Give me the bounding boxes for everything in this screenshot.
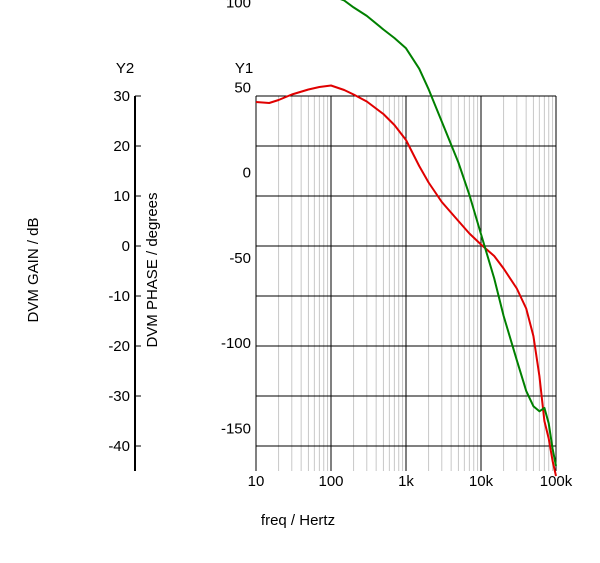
y2-tick-label: 0 <box>122 238 130 255</box>
x-tick-label: 10k <box>469 473 494 490</box>
x-tick-label: 100k <box>540 473 573 490</box>
y1-tick-labels: 100 50 0 -50 -100 -150 <box>221 0 251 437</box>
series-line <box>340 0 557 467</box>
x-tick-label: 100 <box>318 473 343 490</box>
y2-axis-title: Y2 <box>116 60 134 77</box>
y2-tick-label: -20 <box>108 338 130 355</box>
y2-tick-label: -30 <box>108 388 130 405</box>
y1-tick-label: -150 <box>221 420 251 437</box>
curves <box>255 0 557 477</box>
y2-tick-label: 10 <box>113 188 130 205</box>
y2-tick-label: -40 <box>108 438 130 455</box>
y2-tick-label: -10 <box>108 288 130 305</box>
grid-major <box>255 95 557 471</box>
y1-axis-label: DVM PHASE / degrees <box>144 192 161 347</box>
x-tick-label: 1k <box>398 473 414 490</box>
x-tick-label: 10 <box>248 473 265 490</box>
x-axis-label: freq / Hertz <box>261 512 335 529</box>
y2-tick-label: 30 <box>113 88 130 105</box>
x-tick-labels: 10 100 1k 10k 100k <box>248 473 573 490</box>
y1-tick-label: -50 <box>229 250 251 267</box>
series-line <box>255 84 557 477</box>
grid-minor <box>278 96 554 471</box>
y2-tick-label: 20 <box>113 138 130 155</box>
y1-axis-title: Y1 <box>235 60 253 77</box>
y1-tick-label: 50 <box>234 79 251 96</box>
y1-tick-label: 0 <box>243 165 251 182</box>
y2-tick-labels: 30 20 10 0 -10 -20 -30 -40 <box>108 88 141 455</box>
y2-axis-label: DVM GAIN / dB <box>25 217 42 322</box>
y1-tick-label: -100 <box>221 335 251 352</box>
y1-tick-label: 100 <box>226 0 251 11</box>
